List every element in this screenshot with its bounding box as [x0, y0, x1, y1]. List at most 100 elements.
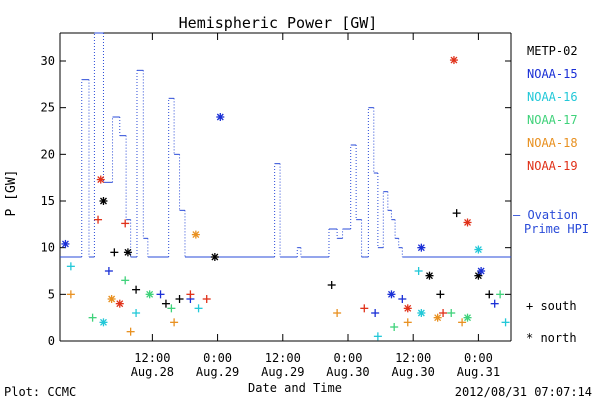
south-marker — [439, 309, 448, 317]
x-axis-label: Date and Time — [248, 381, 342, 395]
north-marker — [463, 218, 472, 227]
north-marker — [99, 318, 108, 327]
south-marker — [94, 215, 103, 224]
south-marker — [501, 318, 510, 327]
north-marker — [417, 309, 426, 317]
north-marker — [417, 243, 426, 252]
south-marker — [88, 313, 97, 322]
south-marker — [126, 327, 135, 336]
south-marker — [104, 267, 113, 275]
south-marker — [398, 295, 407, 303]
x-tick-label-time: 0:00 — [203, 351, 232, 365]
plot-frame — [59, 32, 512, 342]
plot-credit: Plot: CCMC — [4, 385, 76, 399]
south-marker — [458, 318, 467, 327]
south-marker — [110, 248, 119, 257]
south-marker — [452, 209, 461, 218]
north-marker — [61, 239, 70, 248]
legend-north: * north — [526, 331, 577, 345]
south-marker — [373, 332, 382, 341]
y-tick-label: 0 — [48, 334, 55, 348]
south-marker — [490, 299, 499, 308]
ovation-legend-line1: — Ovation — [513, 208, 578, 222]
y-axis-label: P [GW] — [4, 170, 19, 217]
south-marker — [156, 290, 165, 299]
legend-entry: NOAA-19 — [527, 159, 578, 173]
south-marker — [121, 219, 130, 228]
north-marker — [107, 295, 116, 303]
y-tick-label: 20 — [41, 147, 55, 161]
south-marker — [167, 304, 176, 313]
north-marker — [449, 56, 458, 65]
north-marker — [145, 290, 154, 299]
x-tick-label-date: Aug.28 — [131, 365, 174, 379]
y-tick-label: 5 — [48, 287, 55, 301]
ovation-legend: — Ovation Prime HPI — [513, 208, 589, 236]
legend-south: + south — [526, 299, 577, 313]
south-marker — [66, 262, 75, 271]
x-tick-label-time: 12:00 — [265, 351, 301, 365]
south-marker — [121, 276, 130, 285]
north-marker — [115, 299, 124, 308]
ovation-legend-line2: Prime HPI — [524, 222, 589, 236]
north-marker — [210, 253, 219, 261]
ovation-hpi-line — [60, 32, 511, 258]
chart-title: Hemispheric Power [GW] — [179, 14, 378, 32]
x-tick-label-date: Aug.29 — [196, 365, 239, 379]
south-marker — [161, 299, 170, 308]
south-marker — [175, 295, 184, 303]
x-tick-label-date: Aug.31 — [457, 365, 500, 379]
legend-entry: NOAA-17 — [527, 113, 578, 127]
y-axis: 0 5 10 15 20 25 30 — [41, 54, 511, 348]
south-marker — [170, 318, 179, 327]
x-tick-label-time: 12:00 — [134, 351, 170, 365]
south-marker — [202, 295, 211, 303]
north-marker — [99, 197, 108, 205]
south-marker — [186, 290, 195, 299]
south-marker — [333, 309, 342, 317]
south-marker — [371, 309, 380, 317]
south-marker — [390, 323, 399, 331]
north-marker — [425, 271, 434, 280]
north-marker — [96, 175, 105, 184]
north-marker — [433, 313, 442, 322]
x-tick-label-date: Aug.30 — [326, 365, 369, 379]
plot-timestamp: 2012/08/31 07:07:14 — [455, 385, 592, 399]
north-marker — [477, 267, 486, 275]
south-marker — [66, 290, 75, 299]
south-marker — [436, 290, 445, 299]
x-tick-label-date: Aug.30 — [392, 365, 435, 379]
y-tick-label: 10 — [41, 241, 55, 255]
y-tick-label: 15 — [41, 194, 55, 208]
x-tick-label-date: Aug.29 — [261, 365, 304, 379]
x-tick-label-time: 12:00 — [395, 351, 431, 365]
south-marker — [403, 318, 412, 327]
north-marker — [474, 245, 483, 254]
north-marker — [387, 290, 396, 299]
south-marker — [414, 267, 423, 275]
satellite-markers — [61, 56, 510, 341]
south-marker — [360, 304, 369, 313]
north-marker — [191, 230, 200, 239]
north-marker — [403, 304, 412, 313]
legend-entry: NOAA-18 — [527, 136, 578, 150]
y-tick-label: 30 — [41, 54, 55, 68]
south-marker — [447, 309, 456, 317]
south-marker — [132, 309, 141, 317]
x-tick-label-time: 0:00 — [334, 351, 363, 365]
x-axis: 12:00Aug.280:00Aug.2912:00Aug.290:00Aug.… — [131, 33, 500, 379]
south-marker — [485, 290, 494, 299]
south-marker — [496, 290, 505, 299]
legend-entry: NOAA-16 — [527, 90, 578, 104]
y-tick-label: 25 — [41, 101, 55, 115]
south-marker — [132, 285, 141, 294]
south-marker — [327, 281, 336, 289]
north-marker — [463, 313, 472, 322]
legend-entry: METP-02 — [527, 44, 578, 58]
legend: METP-02 NOAA-15 NOAA-16 NOAA-17 NOAA-18 NOAA-… — [527, 44, 578, 173]
south-marker — [194, 304, 203, 313]
north-marker — [123, 248, 132, 257]
x-tick-label-time: 0:00 — [464, 351, 493, 365]
north-marker — [216, 113, 225, 121]
